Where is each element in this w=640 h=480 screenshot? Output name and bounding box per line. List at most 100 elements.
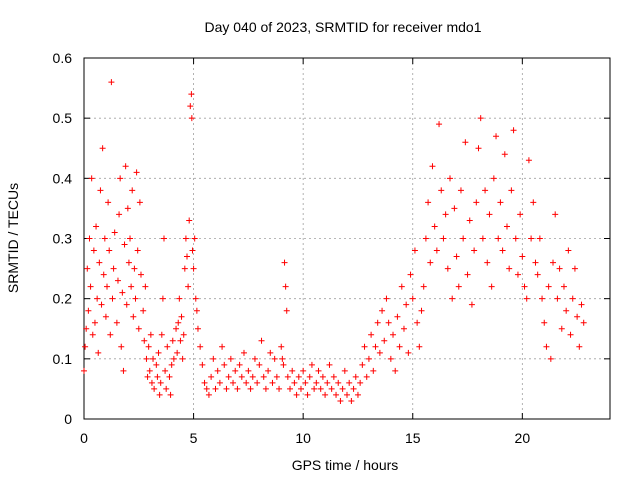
data-point	[284, 373, 291, 380]
data-point	[127, 235, 134, 242]
data-point	[133, 169, 140, 176]
data-point	[420, 283, 427, 290]
data-point	[203, 385, 210, 392]
data-point	[361, 343, 368, 350]
data-point	[167, 391, 174, 398]
y-axis: 0 0.1 0.2 0.3 0.4 0.5 0.6	[53, 50, 610, 427]
data-point	[82, 343, 89, 350]
data-point	[278, 343, 285, 350]
data-point	[142, 283, 149, 290]
data-point	[113, 319, 120, 326]
data-point	[88, 175, 95, 182]
data-point	[346, 379, 353, 386]
data-point	[550, 259, 557, 266]
data-point	[333, 391, 340, 398]
data-point	[236, 361, 243, 368]
data-point	[188, 115, 195, 122]
data-point	[174, 349, 181, 356]
data-point	[554, 295, 561, 302]
data-point	[330, 373, 337, 380]
y-tick-label: 0.1	[53, 351, 73, 367]
data-point	[409, 295, 416, 302]
data-point	[289, 367, 296, 374]
data-point	[400, 325, 407, 332]
data-point	[214, 367, 221, 374]
data-point	[295, 373, 302, 380]
data-point	[153, 361, 160, 368]
data-point	[163, 385, 170, 392]
data-point	[114, 277, 121, 284]
chart-title: Day 040 of 2023, SRMTID for receiver mdo…	[204, 19, 481, 35]
data-point	[208, 373, 215, 380]
data-point	[145, 343, 152, 350]
data-point	[488, 283, 495, 290]
data-point	[521, 283, 528, 290]
data-point	[354, 391, 361, 398]
data-point	[468, 301, 475, 308]
data-point	[418, 307, 425, 314]
data-point	[84, 265, 91, 272]
x-tick-label: 5	[190, 430, 198, 446]
data-point	[466, 217, 473, 224]
x-tick-label: 10	[295, 430, 311, 446]
data-point	[156, 391, 163, 398]
data-point	[276, 385, 283, 392]
data-points	[81, 79, 587, 404]
data-point	[425, 199, 432, 206]
data-point	[187, 103, 194, 110]
y-tick-label: 0.2	[53, 291, 73, 307]
data-point	[528, 235, 535, 242]
data-point	[315, 367, 322, 374]
data-point	[269, 379, 276, 386]
data-point	[291, 379, 298, 386]
data-point	[178, 313, 185, 320]
data-point	[293, 391, 300, 398]
data-point	[108, 79, 115, 86]
data-point	[411, 247, 418, 254]
data-point	[135, 325, 142, 332]
data-point	[123, 301, 130, 308]
data-point	[396, 343, 403, 350]
data-point	[297, 385, 304, 392]
data-point	[230, 379, 237, 386]
data-point	[372, 343, 379, 350]
data-point	[151, 385, 158, 392]
data-point	[240, 349, 247, 356]
data-point	[186, 217, 193, 224]
data-point	[159, 295, 166, 302]
data-point	[326, 361, 333, 368]
data-point	[109, 295, 116, 302]
data-point	[160, 235, 167, 242]
data-point	[201, 379, 208, 386]
data-point	[234, 385, 241, 392]
data-point	[322, 391, 329, 398]
data-point	[158, 331, 165, 338]
data-point	[451, 205, 458, 212]
data-point	[484, 259, 491, 266]
data-point	[574, 313, 581, 320]
data-point	[536, 235, 543, 242]
data-point	[337, 397, 344, 404]
data-point	[232, 367, 239, 374]
data-point	[121, 241, 128, 248]
data-point	[168, 361, 175, 368]
data-point	[117, 175, 124, 182]
data-point	[177, 337, 184, 344]
data-point	[101, 235, 108, 242]
data-point	[130, 313, 137, 320]
data-point	[197, 343, 204, 350]
data-point	[431, 223, 438, 230]
data-point	[254, 379, 261, 386]
data-point	[81, 367, 87, 374]
data-point	[243, 379, 250, 386]
data-point	[473, 199, 480, 206]
data-point	[464, 271, 471, 278]
data-point	[134, 247, 141, 254]
data-point	[348, 397, 355, 404]
data-point	[265, 367, 272, 374]
x-axis: 0 5 10 15 20	[80, 58, 530, 446]
data-point	[184, 253, 191, 260]
data-point	[189, 247, 196, 254]
data-point	[512, 235, 519, 242]
